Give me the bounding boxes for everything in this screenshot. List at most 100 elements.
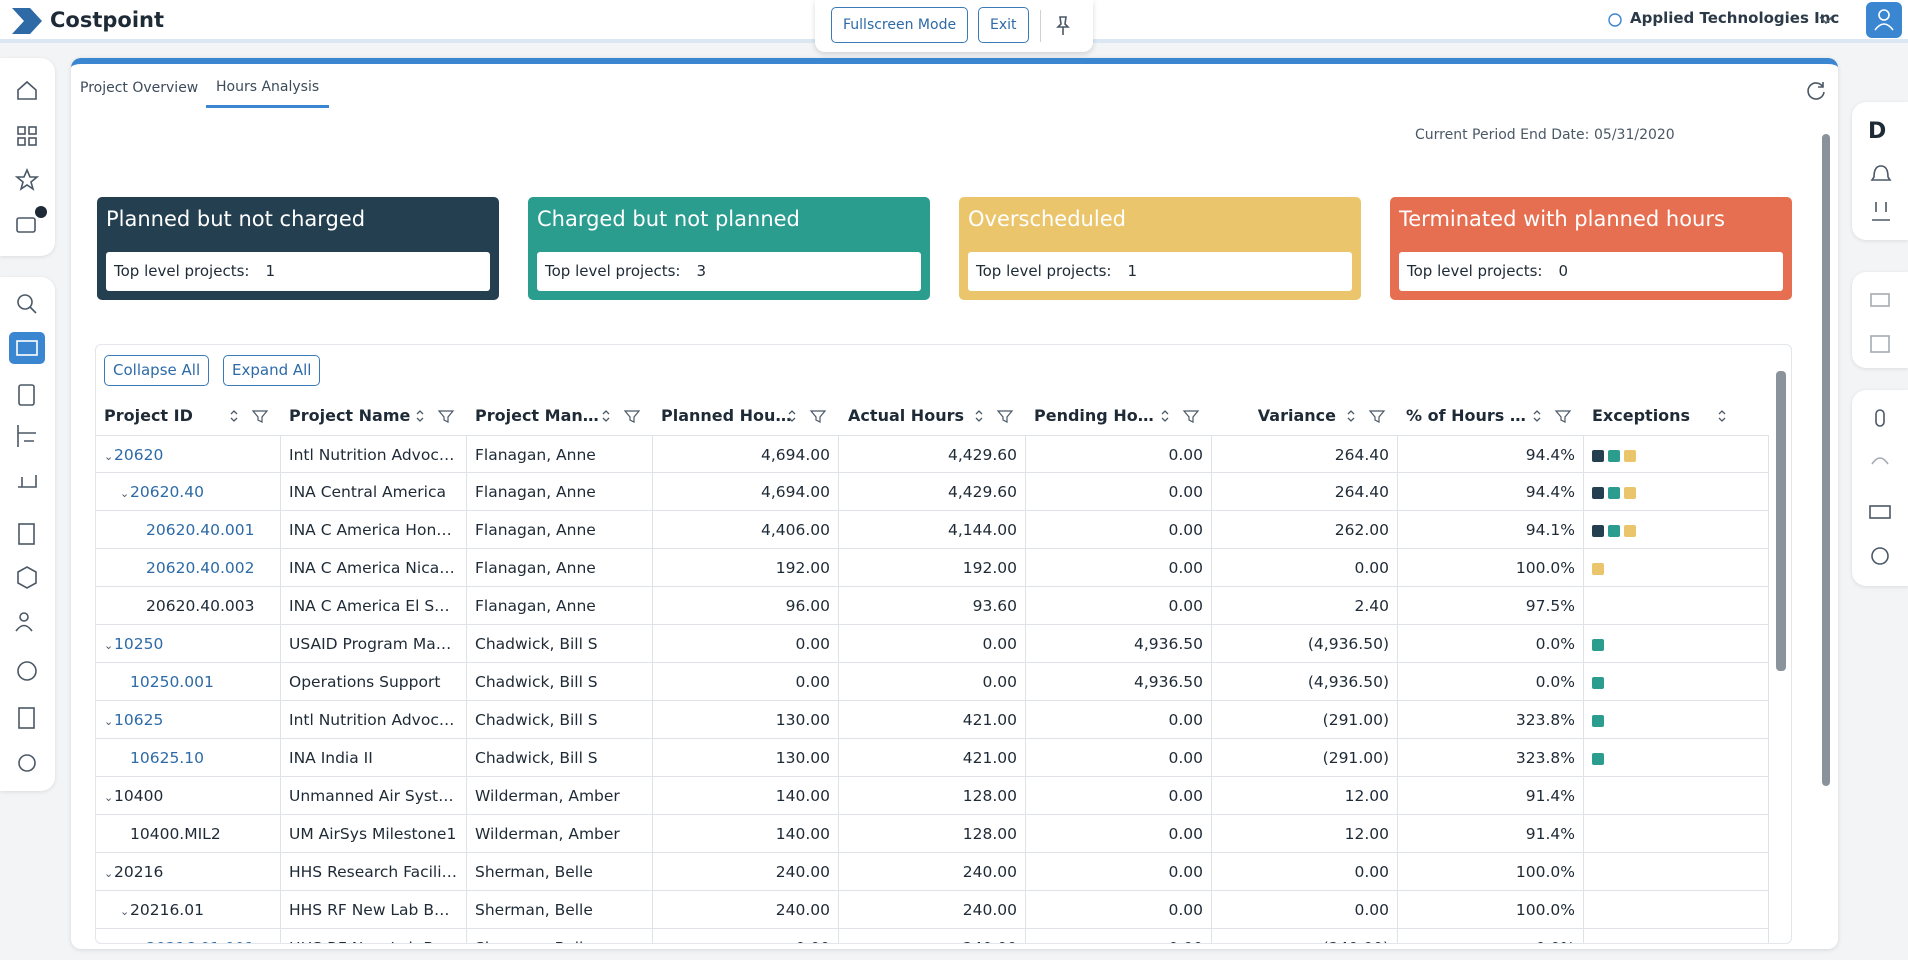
column-title: Project Man… — [475, 406, 599, 425]
pin-button[interactable] — [1051, 14, 1075, 38]
assistant-icon[interactable]: D — [1868, 119, 1886, 144]
apps-icon[interactable] — [18, 127, 36, 145]
column-header[interactable]: Project Man… — [467, 397, 653, 435]
cell-variance: (240.00) — [1212, 929, 1398, 944]
summary-card[interactable]: Charged but not plannedTop level project… — [528, 197, 930, 300]
active-nav[interactable] — [9, 332, 45, 364]
table-row[interactable]: ⌄10625Intl Nutrition Advoc…Chadwick, Bil… — [96, 701, 1769, 739]
table-row[interactable]: ⌄10400Unmanned Air Syst…Wilderman, Amber… — [96, 777, 1769, 815]
summary-card[interactable]: Planned but not chargedTop level project… — [97, 197, 499, 300]
sort-filter-icons[interactable] — [1158, 408, 1202, 424]
favorites-icon[interactable] — [17, 170, 37, 189]
project-id[interactable]: 20216.01.001 — [146, 939, 254, 944]
column-header[interactable]: Actual Hours — [839, 397, 1026, 435]
help-icon[interactable] — [1872, 548, 1888, 564]
refresh-button[interactable] — [1804, 78, 1828, 102]
nav-icon[interactable] — [19, 385, 34, 405]
sort-filter-icons[interactable] — [1344, 408, 1388, 424]
expand-all-button[interactable]: Expand All — [223, 355, 320, 386]
expand-toggle[interactable]: ⌄ — [104, 438, 114, 474]
sort-filter-icons[interactable] — [785, 408, 829, 424]
table-row[interactable]: 10625.10INA India IIChadwick, Bill S130.… — [96, 739, 1769, 777]
right-rail-mid — [1852, 272, 1908, 368]
expand-toggle[interactable]: ⌄ — [104, 779, 114, 815]
expand-toggle[interactable]: ⌄ — [104, 627, 114, 663]
sort-filter-icons[interactable] — [972, 408, 1016, 424]
mic-icon[interactable] — [1876, 410, 1884, 426]
cell-text: Flanagan, Anne — [475, 521, 596, 539]
expand-toggle[interactable]: ⌄ — [120, 475, 130, 511]
table-row[interactable]: 20620.40.003INA C America El S…Flanagan,… — [96, 587, 1769, 625]
cell-text: Chadwick, Bill S — [475, 749, 598, 767]
company-selector[interactable]: Applied Technologies Inc — [1630, 9, 1839, 27]
cell-text: 323.8% — [1516, 749, 1575, 767]
search-icon[interactable] — [18, 295, 36, 313]
keyboard-icon[interactable] — [1870, 506, 1890, 518]
cell-name: USAID Program Ma… — [281, 625, 467, 663]
sort-filter-icons[interactable] — [413, 408, 457, 424]
column-header[interactable]: % of Hours … — [1398, 397, 1584, 435]
nav-icon[interactable] — [19, 524, 34, 544]
collapse-all-button[interactable]: Collapse All — [104, 355, 209, 386]
nav-icon[interactable] — [16, 613, 32, 631]
sort-filter-icons[interactable] — [1530, 408, 1574, 424]
table-row[interactable]: 20620.40.002INA C America Nica…Flanagan,… — [96, 549, 1769, 587]
nav-icon[interactable] — [18, 567, 36, 588]
cell-text: Operations Support — [289, 673, 440, 691]
scrollbar[interactable] — [1820, 116, 1832, 946]
table-row[interactable]: ⌄10250USAID Program Ma…Chadwick, Bill S0… — [96, 625, 1769, 663]
expand-toggle[interactable]: ⌄ — [120, 893, 130, 929]
cell-actual: 421.00 — [839, 739, 1026, 777]
column-header[interactable]: Project Name — [281, 397, 467, 435]
transfer-icon[interactable] — [1872, 202, 1890, 220]
nav-icon[interactable] — [18, 475, 36, 487]
table-row[interactable]: 20216.01.001HHS RF New Lab B…Sherman, Be… — [96, 929, 1769, 944]
table-scrollbar[interactable] — [1776, 371, 1786, 671]
table-row[interactable]: ⌄20620Intl Nutrition Advoc…Flanagan, Ann… — [96, 435, 1769, 473]
tab[interactable]: Project Overview — [80, 80, 198, 106]
table-row[interactable]: 20620.40.001INA C America Hon…Flanagan, … — [96, 511, 1769, 549]
project-id[interactable]: 10625.10 — [130, 749, 204, 767]
project-id[interactable]: 20620.40 — [130, 483, 204, 501]
card-count: 3 — [696, 262, 706, 280]
project-id[interactable]: 10250.001 — [130, 673, 214, 691]
column-header[interactable]: Pending Ho… — [1026, 397, 1212, 435]
project-id[interactable]: 10250 — [114, 635, 163, 653]
alerts-icon[interactable] — [17, 206, 47, 232]
sort-filter-icons[interactable] — [1715, 408, 1759, 424]
column-header[interactable]: Variance — [1212, 397, 1398, 435]
project-id[interactable]: 20620.40.001 — [146, 521, 254, 539]
user-button[interactable] — [1866, 2, 1902, 38]
nav-icon[interactable] — [18, 425, 36, 447]
column-header[interactable]: Project ID — [96, 397, 281, 435]
expand-toggle[interactable]: ⌄ — [104, 703, 114, 739]
table-row[interactable]: 10250.001Operations SupportChadwick, Bil… — [96, 663, 1769, 701]
sort-filter-icons[interactable] — [599, 408, 643, 424]
table-row[interactable]: ⌄20216HHS Research Facili…Sherman, Belle… — [96, 853, 1769, 891]
cell-percent: 97.5% — [1398, 587, 1584, 625]
nav-icon[interactable] — [19, 708, 34, 728]
sort-filter-icons[interactable] — [227, 408, 271, 424]
nav-icon[interactable] — [18, 662, 36, 680]
project-id[interactable]: 20620 — [114, 446, 163, 464]
project-id[interactable]: 10625 — [114, 711, 163, 729]
column-header[interactable]: Exceptions — [1584, 397, 1769, 435]
project-id[interactable]: 20620.40.002 — [146, 559, 254, 577]
settings-icon[interactable] — [19, 755, 35, 771]
column-header[interactable]: Planned Hou… — [653, 397, 839, 435]
home-icon[interactable] — [18, 82, 36, 99]
summary-card[interactable]: Terminated with planned hoursTop level p… — [1390, 197, 1792, 300]
exit-button[interactable]: Exit — [978, 7, 1029, 43]
table-row[interactable]: 10400.MIL2UM AirSys Milestone1Wilderman,… — [96, 815, 1769, 853]
fullscreen-button[interactable]: Fullscreen Mode — [831, 7, 968, 43]
table-row[interactable]: ⌄20216.01HHS RF New Lab B…Sherman, Belle… — [96, 891, 1769, 929]
expand-toggle[interactable]: ⌄ — [104, 855, 114, 891]
cell-text: 0.0% — [1536, 635, 1575, 653]
company-dropdown[interactable] — [1818, 12, 1834, 28]
tab-active[interactable]: Hours Analysis — [206, 79, 329, 108]
table-row[interactable]: ⌄20620.40INA Central AmericaFlanagan, An… — [96, 473, 1769, 511]
card-body: Top level projects:0 — [1399, 252, 1783, 291]
cell-text: 0.00 — [1354, 559, 1389, 577]
summary-card[interactable]: OverscheduledTop level projects:1 — [959, 197, 1361, 300]
notification-icon[interactable] — [1872, 166, 1890, 180]
